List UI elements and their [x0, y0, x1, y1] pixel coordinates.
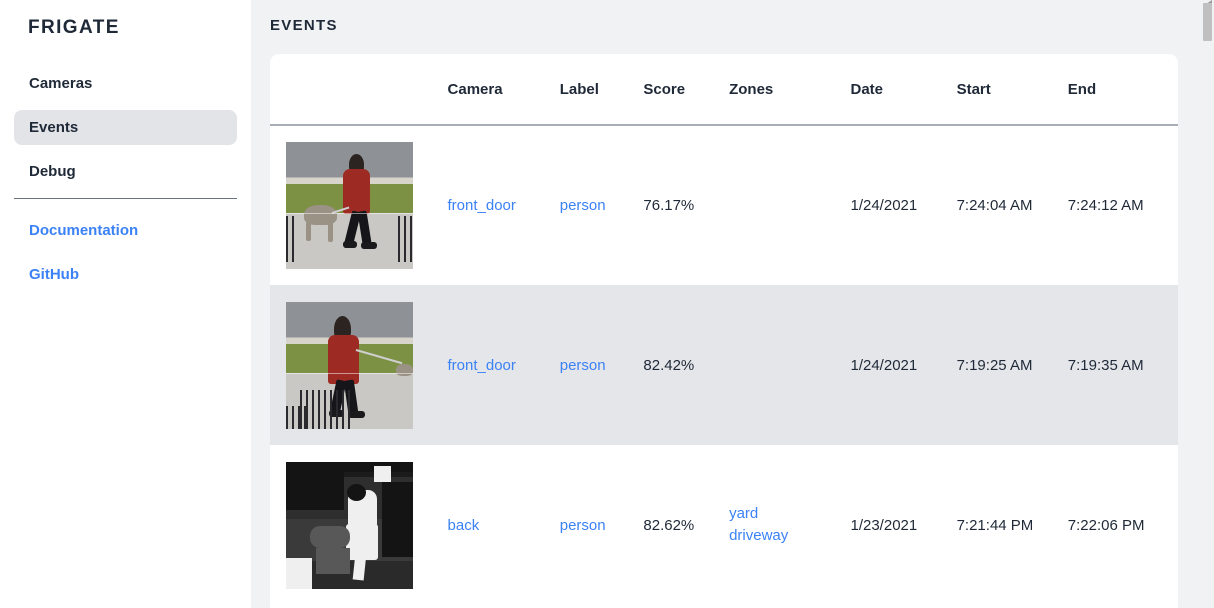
- event-camera-cell: back: [448, 445, 560, 605]
- events-card: Camera Label Score Zones Date Start End: [270, 54, 1178, 608]
- event-label-cell: person: [560, 285, 644, 445]
- sidebar-item-label: Events: [29, 119, 79, 136]
- event-start-cell: 7:21:44 PM: [956, 516, 1034, 534]
- events-table-head: Camera Label Score Zones Date Start End: [270, 54, 1178, 125]
- event-thumbnail-image[interactable]: [286, 301, 413, 429]
- sidebar-divider: [14, 198, 237, 199]
- sidebar-item-label: Debug: [29, 163, 76, 180]
- event-label-cell: person: [560, 445, 644, 605]
- event-zone-link[interactable]: driveway: [729, 527, 789, 544]
- sidebar-link-documentation[interactable]: Documentation: [14, 213, 237, 248]
- column-header-thumbnail[interactable]: [270, 54, 448, 125]
- column-header-end[interactable]: End: [1067, 80, 1097, 98]
- event-start-cell: 7:19:25 AM: [956, 356, 1033, 374]
- table-row[interactable]: front_door person 82.42% 1/24/2021 7:19:…: [270, 285, 1178, 445]
- sidebar-link-github[interactable]: GitHub: [14, 257, 237, 292]
- event-zones-cell: yard driveway: [729, 445, 850, 605]
- event-label-link[interactable]: person: [559, 197, 606, 214]
- event-score-cell: 76.17%: [643, 197, 695, 214]
- sidebar: FRIGATE Cameras Events Debug Documentati…: [0, 0, 251, 608]
- column-header-zones[interactable]: Zones: [729, 80, 774, 98]
- event-thumbnail-cell[interactable]: [270, 445, 448, 605]
- event-camera-link[interactable]: back: [447, 516, 480, 534]
- table-row[interactable]: back person 82.62% yard driveway 1/23/20…: [270, 445, 1178, 605]
- event-thumbnail-cell[interactable]: [270, 125, 448, 285]
- main-content: EVENTS Camera Label Score Zones Date Sta…: [251, 0, 1214, 608]
- event-score-cell: 82.62%: [643, 516, 695, 534]
- column-header-date[interactable]: Date: [850, 80, 883, 98]
- event-camera-cell: front_door: [448, 285, 560, 445]
- sidebar-external-links: Documentation GitHub: [0, 213, 251, 292]
- sidebar-nav: Cameras Events Debug Documentation GitHu…: [0, 66, 251, 301]
- event-end-cell: 7:24:12 AM: [1067, 197, 1144, 214]
- event-end-cell: 7:19:35 AM: [1067, 356, 1144, 374]
- sidebar-item-label: Cameras: [29, 75, 93, 92]
- event-thumbnail-image[interactable]: [286, 142, 413, 269]
- event-score-cell: 82.42%: [643, 356, 695, 374]
- page-title: EVENTS: [270, 17, 338, 34]
- events-table: Camera Label Score Zones Date Start End: [270, 54, 1178, 605]
- event-thumbnail-image[interactable]: [286, 461, 413, 589]
- sidebar-item-events[interactable]: Events: [14, 110, 237, 145]
- event-zones-cell: [729, 125, 850, 285]
- event-zone-link[interactable]: yard: [729, 504, 759, 522]
- event-label-link[interactable]: person: [559, 516, 606, 534]
- column-header-label[interactable]: Label: [559, 80, 599, 98]
- table-row[interactable]: front_door person 76.17% 1/24/2021 7:24:…: [270, 125, 1178, 285]
- event-label-link[interactable]: person: [559, 356, 606, 374]
- event-end-cell: 7:22:06 PM: [1067, 516, 1145, 534]
- scrollbar-thumb[interactable]: [1203, 3, 1212, 41]
- column-header-camera[interactable]: Camera: [447, 80, 503, 98]
- sidebar-link-label: GitHub: [29, 266, 79, 283]
- table-header-row: Camera Label Score Zones Date Start End: [270, 54, 1178, 125]
- event-zones-cell: [729, 285, 850, 445]
- column-header-start[interactable]: Start: [956, 80, 991, 98]
- event-date-cell: 1/24/2021: [850, 356, 918, 374]
- page-scrollbar[interactable]: [1202, 0, 1214, 608]
- app-brand-title: FRIGATE: [28, 17, 120, 38]
- event-camera-cell: front_door: [448, 125, 560, 285]
- event-camera-link[interactable]: front_door: [447, 197, 516, 214]
- event-label-cell: person: [560, 125, 644, 285]
- sidebar-link-label: Documentation: [29, 222, 139, 239]
- event-start-cell: 7:24:04 AM: [956, 197, 1033, 214]
- event-date-cell: 1/23/2021: [850, 516, 918, 534]
- events-table-body: front_door person 76.17% 1/24/2021 7:24:…: [270, 125, 1178, 605]
- event-camera-link[interactable]: front_door: [447, 356, 516, 374]
- sidebar-item-debug[interactable]: Debug: [14, 154, 237, 189]
- event-date-cell: 1/24/2021: [850, 197, 918, 214]
- column-header-score[interactable]: Score: [643, 80, 686, 98]
- event-thumbnail-cell[interactable]: [270, 285, 448, 445]
- sidebar-item-cameras[interactable]: Cameras: [14, 66, 237, 101]
